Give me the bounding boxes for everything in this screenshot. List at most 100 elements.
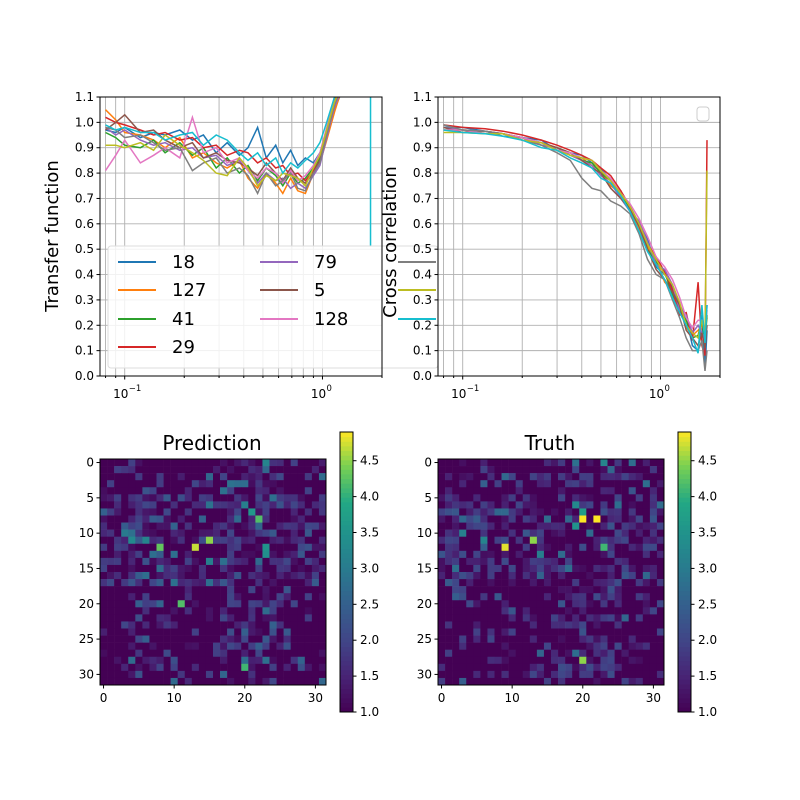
- truth-cell: [473, 459, 481, 467]
- truth-cell: [649, 677, 658, 686]
- pred-cell: [156, 628, 164, 636]
- pred-cell: [255, 621, 263, 629]
- pred-cell: [269, 522, 277, 530]
- truth-cell: [445, 557, 453, 566]
- pred-cell: [290, 536, 299, 545]
- pred-cell: [156, 557, 164, 566]
- truth-cell: [642, 459, 651, 467]
- truth-cell: [487, 522, 495, 530]
- truth-cell: [628, 459, 637, 467]
- pred-cell: [121, 557, 129, 566]
- truth-cell: [501, 487, 509, 495]
- pred-cell: [177, 579, 186, 587]
- truth-cell: [459, 579, 467, 587]
- pred-cell: [149, 557, 157, 566]
- pred-colorbar-segment: [340, 674, 353, 680]
- truth-cell: [614, 677, 622, 686]
- pred-cell: [304, 663, 313, 672]
- pred-cell: [205, 670, 214, 679]
- truth-cell: [515, 550, 524, 559]
- truth-cell: [445, 487, 453, 495]
- truth-cell: [438, 628, 446, 636]
- truth-cell: [452, 607, 460, 615]
- cross-correlation-lines: [443, 124, 708, 371]
- truth-cell: [572, 536, 580, 545]
- truth-cell: [642, 621, 651, 629]
- tf-ytick-label: 0.0: [75, 369, 94, 383]
- pred-cell: [163, 593, 171, 601]
- truth-cell: [529, 501, 538, 509]
- pred-cell: [269, 543, 277, 552]
- pred-cell: [269, 579, 277, 587]
- pred-cell: [114, 635, 122, 643]
- truth-cell: [522, 579, 531, 587]
- pred-cell: [100, 642, 108, 650]
- pred-cell: [142, 642, 150, 650]
- pred-cell: [220, 529, 228, 537]
- pred-cell: [184, 564, 193, 573]
- truth-colorbar-segment: [678, 679, 691, 685]
- pred-cell: [100, 600, 108, 608]
- pred-cell: [114, 579, 122, 587]
- pred-cell: [156, 642, 164, 650]
- pred-cell: [191, 607, 200, 615]
- pred-cell: [156, 600, 164, 608]
- truth-cell: [452, 508, 460, 516]
- truth-colorbar-segment: [678, 707, 691, 713]
- pred-cell: [248, 522, 256, 530]
- truth-cell: [487, 649, 495, 658]
- pred-cell: [177, 494, 186, 502]
- truth-cell: [466, 473, 474, 481]
- truth-cell: [558, 621, 566, 629]
- pred-cell: [304, 487, 313, 495]
- truth-cell: [529, 557, 538, 566]
- pred-cell: [318, 473, 327, 481]
- truth-cell: [579, 564, 587, 573]
- truth-cell: [628, 649, 637, 658]
- pred-cell: [163, 607, 171, 615]
- truth-cell: [480, 607, 488, 615]
- pred-cell: [205, 663, 214, 672]
- pred-cell: [311, 466, 320, 474]
- pred-cell: [163, 600, 171, 608]
- truth-cell: [628, 508, 637, 516]
- pred-cell: [283, 459, 291, 467]
- pred-cell: [114, 459, 122, 467]
- truth-cell: [501, 663, 509, 672]
- pred-cell: [191, 677, 200, 686]
- pred-colorbar-segment: [340, 665, 353, 671]
- truth-cell: [628, 494, 637, 502]
- truth-cell: [536, 607, 545, 615]
- truth-xtick-label: 20: [575, 691, 590, 705]
- pred-cell: [297, 508, 306, 516]
- truth-cell: [551, 607, 559, 615]
- pred-cell: [311, 635, 320, 643]
- pred-cell: [241, 572, 249, 580]
- pred-cell: [170, 459, 178, 467]
- truth-cell: [487, 600, 495, 608]
- pred-cell: [220, 614, 228, 622]
- pred-cell: [128, 529, 136, 537]
- pred-cell: [234, 635, 242, 643]
- pred-cell: [262, 501, 270, 509]
- pred-cell: [170, 487, 178, 495]
- truth-cell: [593, 501, 601, 509]
- pred-cell: [311, 600, 320, 608]
- pred-cell: [107, 543, 115, 552]
- truth-cell: [452, 656, 460, 665]
- pred-cell: [107, 550, 115, 559]
- truth-cell: [466, 536, 474, 545]
- truth-cell: [459, 628, 467, 636]
- pred-cell: [107, 663, 115, 672]
- pred-cell: [283, 600, 291, 608]
- pred-cell: [156, 522, 164, 530]
- truth-cell: [445, 642, 453, 650]
- truth-cell: [558, 564, 566, 573]
- truth-cell: [508, 529, 516, 537]
- truth-colorbar-segment: [678, 548, 691, 554]
- truth-cell: [558, 515, 566, 523]
- pred-cell: [149, 529, 157, 537]
- truth-cell: [487, 480, 495, 488]
- truth-cell: [607, 579, 615, 587]
- truth-cell: [572, 508, 580, 516]
